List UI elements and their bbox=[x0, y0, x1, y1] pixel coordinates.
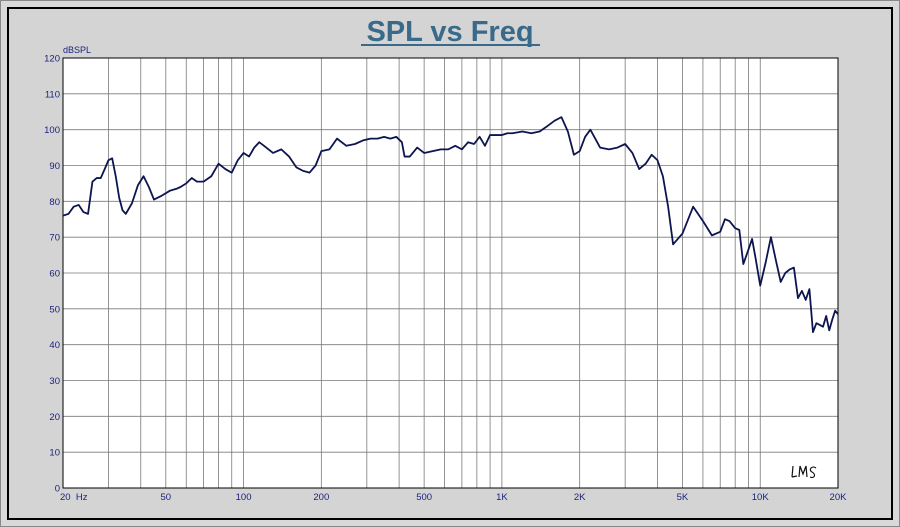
y-tick-label: 40 bbox=[49, 340, 60, 351]
plot-border bbox=[62, 57, 839, 489]
y-tick-label: 60 bbox=[49, 269, 60, 280]
x-tick-label: 200 bbox=[313, 492, 329, 503]
chart-title: SPL vs Freq bbox=[366, 16, 533, 48]
y-tick-label: 70 bbox=[49, 233, 60, 244]
y-tick-label: 30 bbox=[49, 376, 60, 387]
x-tick-label: 1K bbox=[496, 492, 508, 503]
y-tick-label: 50 bbox=[49, 304, 60, 315]
x-tick-label: 20K bbox=[830, 492, 848, 503]
x-axis-ticks: 20 Hz 50 100 200 500 1K 2K 5K 10K 20K bbox=[60, 492, 847, 503]
x-tick-label: 5K bbox=[677, 492, 689, 503]
x-tick-label: 2K bbox=[574, 492, 586, 503]
y-tick-label: 10 bbox=[49, 448, 60, 459]
y-tick-label: 110 bbox=[45, 89, 60, 100]
spl-series-line bbox=[62, 116, 839, 334]
y-tick-label: 120 bbox=[44, 54, 60, 65]
y-tick-label: 80 bbox=[49, 197, 60, 208]
x-tick-label: 50 bbox=[161, 492, 172, 503]
x-tick-label: 100 bbox=[236, 492, 252, 503]
lms-signature bbox=[791, 465, 817, 479]
x-tick-label: 20 Hz bbox=[60, 492, 88, 503]
x-tick-label: 10K bbox=[752, 492, 770, 503]
y-tick-label: 0 bbox=[55, 484, 60, 495]
x-tick-label: 500 bbox=[416, 492, 432, 503]
grid bbox=[63, 58, 838, 488]
y-tick-label: 90 bbox=[49, 161, 60, 172]
y-axis-label: dBSPL bbox=[63, 45, 91, 55]
y-axis-ticks: 0 10 20 30 40 50 60 70 80 90 100 110 120 bbox=[44, 54, 60, 495]
y-tick-label: 20 bbox=[49, 412, 60, 423]
y-tick-label: 100 bbox=[44, 125, 60, 136]
